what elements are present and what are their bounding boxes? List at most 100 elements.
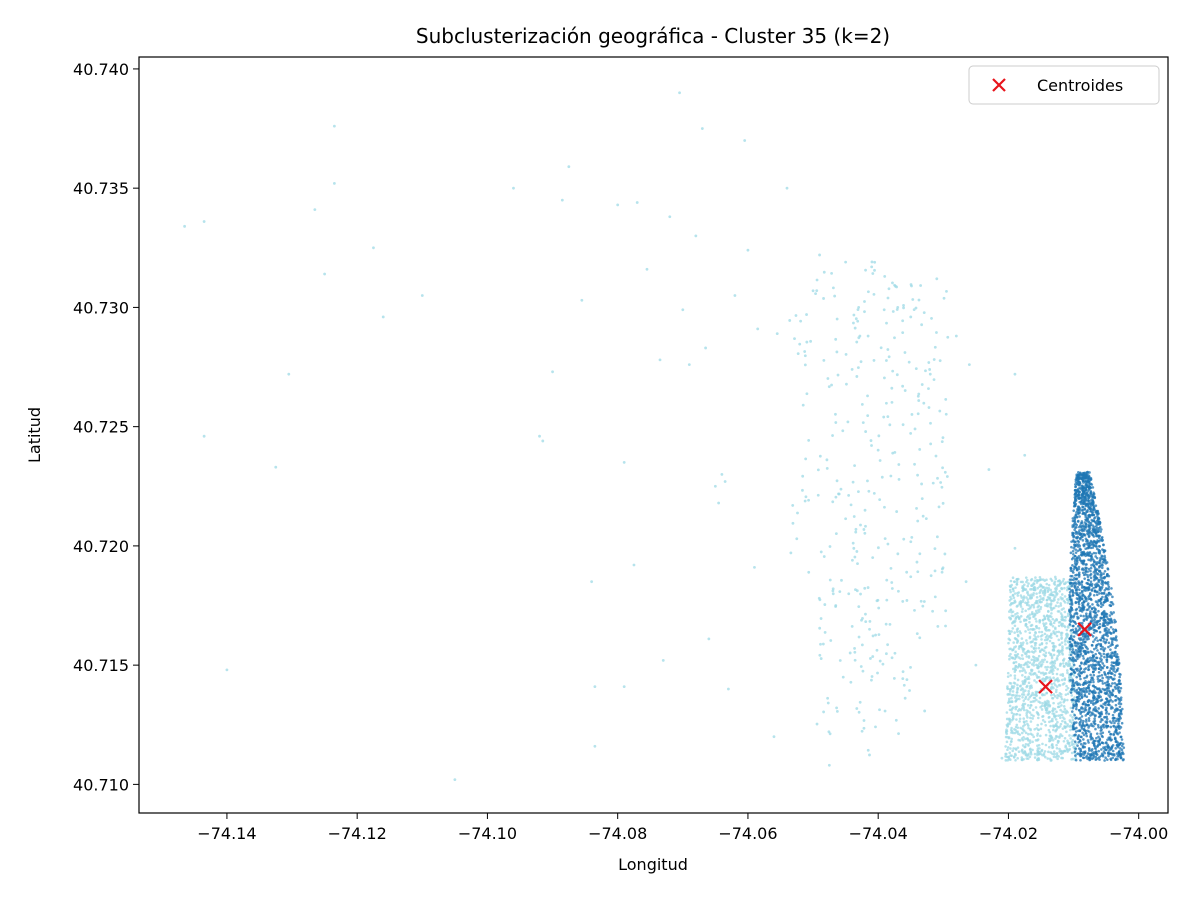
data-point	[887, 355, 891, 359]
data-point	[913, 427, 917, 431]
data-point	[723, 480, 727, 483]
data-point	[1085, 754, 1089, 758]
data-point	[1035, 595, 1039, 599]
data-point	[1106, 567, 1110, 570]
data-point	[1114, 719, 1118, 723]
data-point	[1097, 609, 1100, 613]
data-point	[1041, 586, 1044, 589]
data-point	[964, 580, 968, 584]
data-point	[1009, 579, 1013, 583]
data-point	[846, 420, 850, 424]
data-point	[1063, 736, 1067, 740]
data-point	[1047, 583, 1051, 587]
data-point	[1045, 602, 1049, 605]
data-point	[883, 709, 887, 713]
data-point	[933, 547, 937, 551]
data-point	[1116, 644, 1119, 647]
data-point	[580, 298, 584, 302]
data-point	[1038, 600, 1042, 604]
data-point	[1070, 740, 1074, 744]
data-point	[1040, 648, 1044, 651]
data-point	[1018, 601, 1022, 604]
data-point	[1098, 712, 1102, 716]
data-point	[922, 311, 926, 315]
data-point	[1053, 659, 1057, 663]
data-point	[1089, 476, 1093, 480]
data-point	[1016, 746, 1020, 749]
data-point	[1111, 713, 1115, 717]
data-point	[1013, 674, 1017, 677]
data-point	[1016, 756, 1020, 760]
data-point	[1036, 675, 1040, 679]
data-point	[885, 598, 889, 602]
data-point	[921, 604, 925, 608]
data-point	[1114, 728, 1118, 732]
data-point	[1102, 741, 1105, 745]
data-point	[868, 753, 871, 757]
data-point	[1074, 526, 1077, 530]
data-point	[1092, 622, 1095, 625]
data-point	[1068, 637, 1072, 641]
data-point	[1069, 691, 1073, 694]
data-point	[1043, 704, 1046, 708]
data-point	[1073, 696, 1076, 699]
data-point	[1039, 588, 1043, 592]
data-point	[1044, 645, 1048, 649]
data-point	[1051, 660, 1055, 664]
data-point	[1022, 708, 1026, 712]
data-point	[1092, 513, 1095, 517]
data-point	[1078, 511, 1082, 515]
data-point	[879, 346, 883, 350]
data-point	[885, 401, 888, 405]
data-point	[1009, 743, 1012, 746]
data-point	[927, 387, 930, 391]
data-point	[1051, 738, 1055, 742]
data-point	[1047, 587, 1051, 590]
data-point	[1074, 502, 1078, 506]
legend-label-centroides: Centroides	[1037, 76, 1123, 95]
data-point	[1026, 625, 1029, 629]
data-point	[1072, 615, 1075, 619]
data-point	[1097, 534, 1100, 537]
data-point	[1033, 679, 1036, 682]
data-point	[1065, 730, 1068, 734]
data-point	[1115, 663, 1118, 667]
data-point	[1090, 607, 1094, 611]
data-point	[1008, 585, 1012, 588]
data-point	[907, 360, 911, 364]
data-point	[1111, 672, 1114, 675]
data-point	[1089, 499, 1093, 502]
data-point	[1079, 758, 1082, 762]
data-point	[1014, 665, 1018, 668]
data-point	[1081, 489, 1085, 492]
data-point	[1026, 704, 1030, 707]
data-point	[1112, 631, 1115, 634]
data-point	[1082, 511, 1086, 515]
data-point	[1054, 604, 1058, 608]
data-point	[1087, 668, 1091, 671]
data-point	[1105, 653, 1109, 657]
data-point	[1046, 604, 1050, 608]
data-point	[1083, 668, 1086, 671]
data-point	[1032, 593, 1035, 597]
data-point	[1011, 593, 1015, 597]
data-point	[1084, 504, 1088, 508]
data-point	[839, 487, 843, 491]
data-point	[877, 633, 881, 637]
data-point	[1009, 674, 1012, 677]
data-point	[1010, 630, 1013, 633]
data-point	[1061, 727, 1065, 730]
data-point	[1085, 502, 1089, 506]
data-point	[1091, 690, 1094, 693]
data-point	[834, 412, 837, 416]
data-point	[1052, 682, 1056, 685]
data-point	[1122, 746, 1126, 749]
data-point	[1076, 752, 1080, 756]
data-point	[1077, 575, 1081, 578]
data-point	[835, 706, 838, 710]
data-point	[1105, 717, 1109, 721]
data-point	[1096, 723, 1100, 727]
data-point	[1073, 612, 1077, 616]
data-point	[1015, 712, 1019, 716]
data-point	[1099, 647, 1103, 651]
